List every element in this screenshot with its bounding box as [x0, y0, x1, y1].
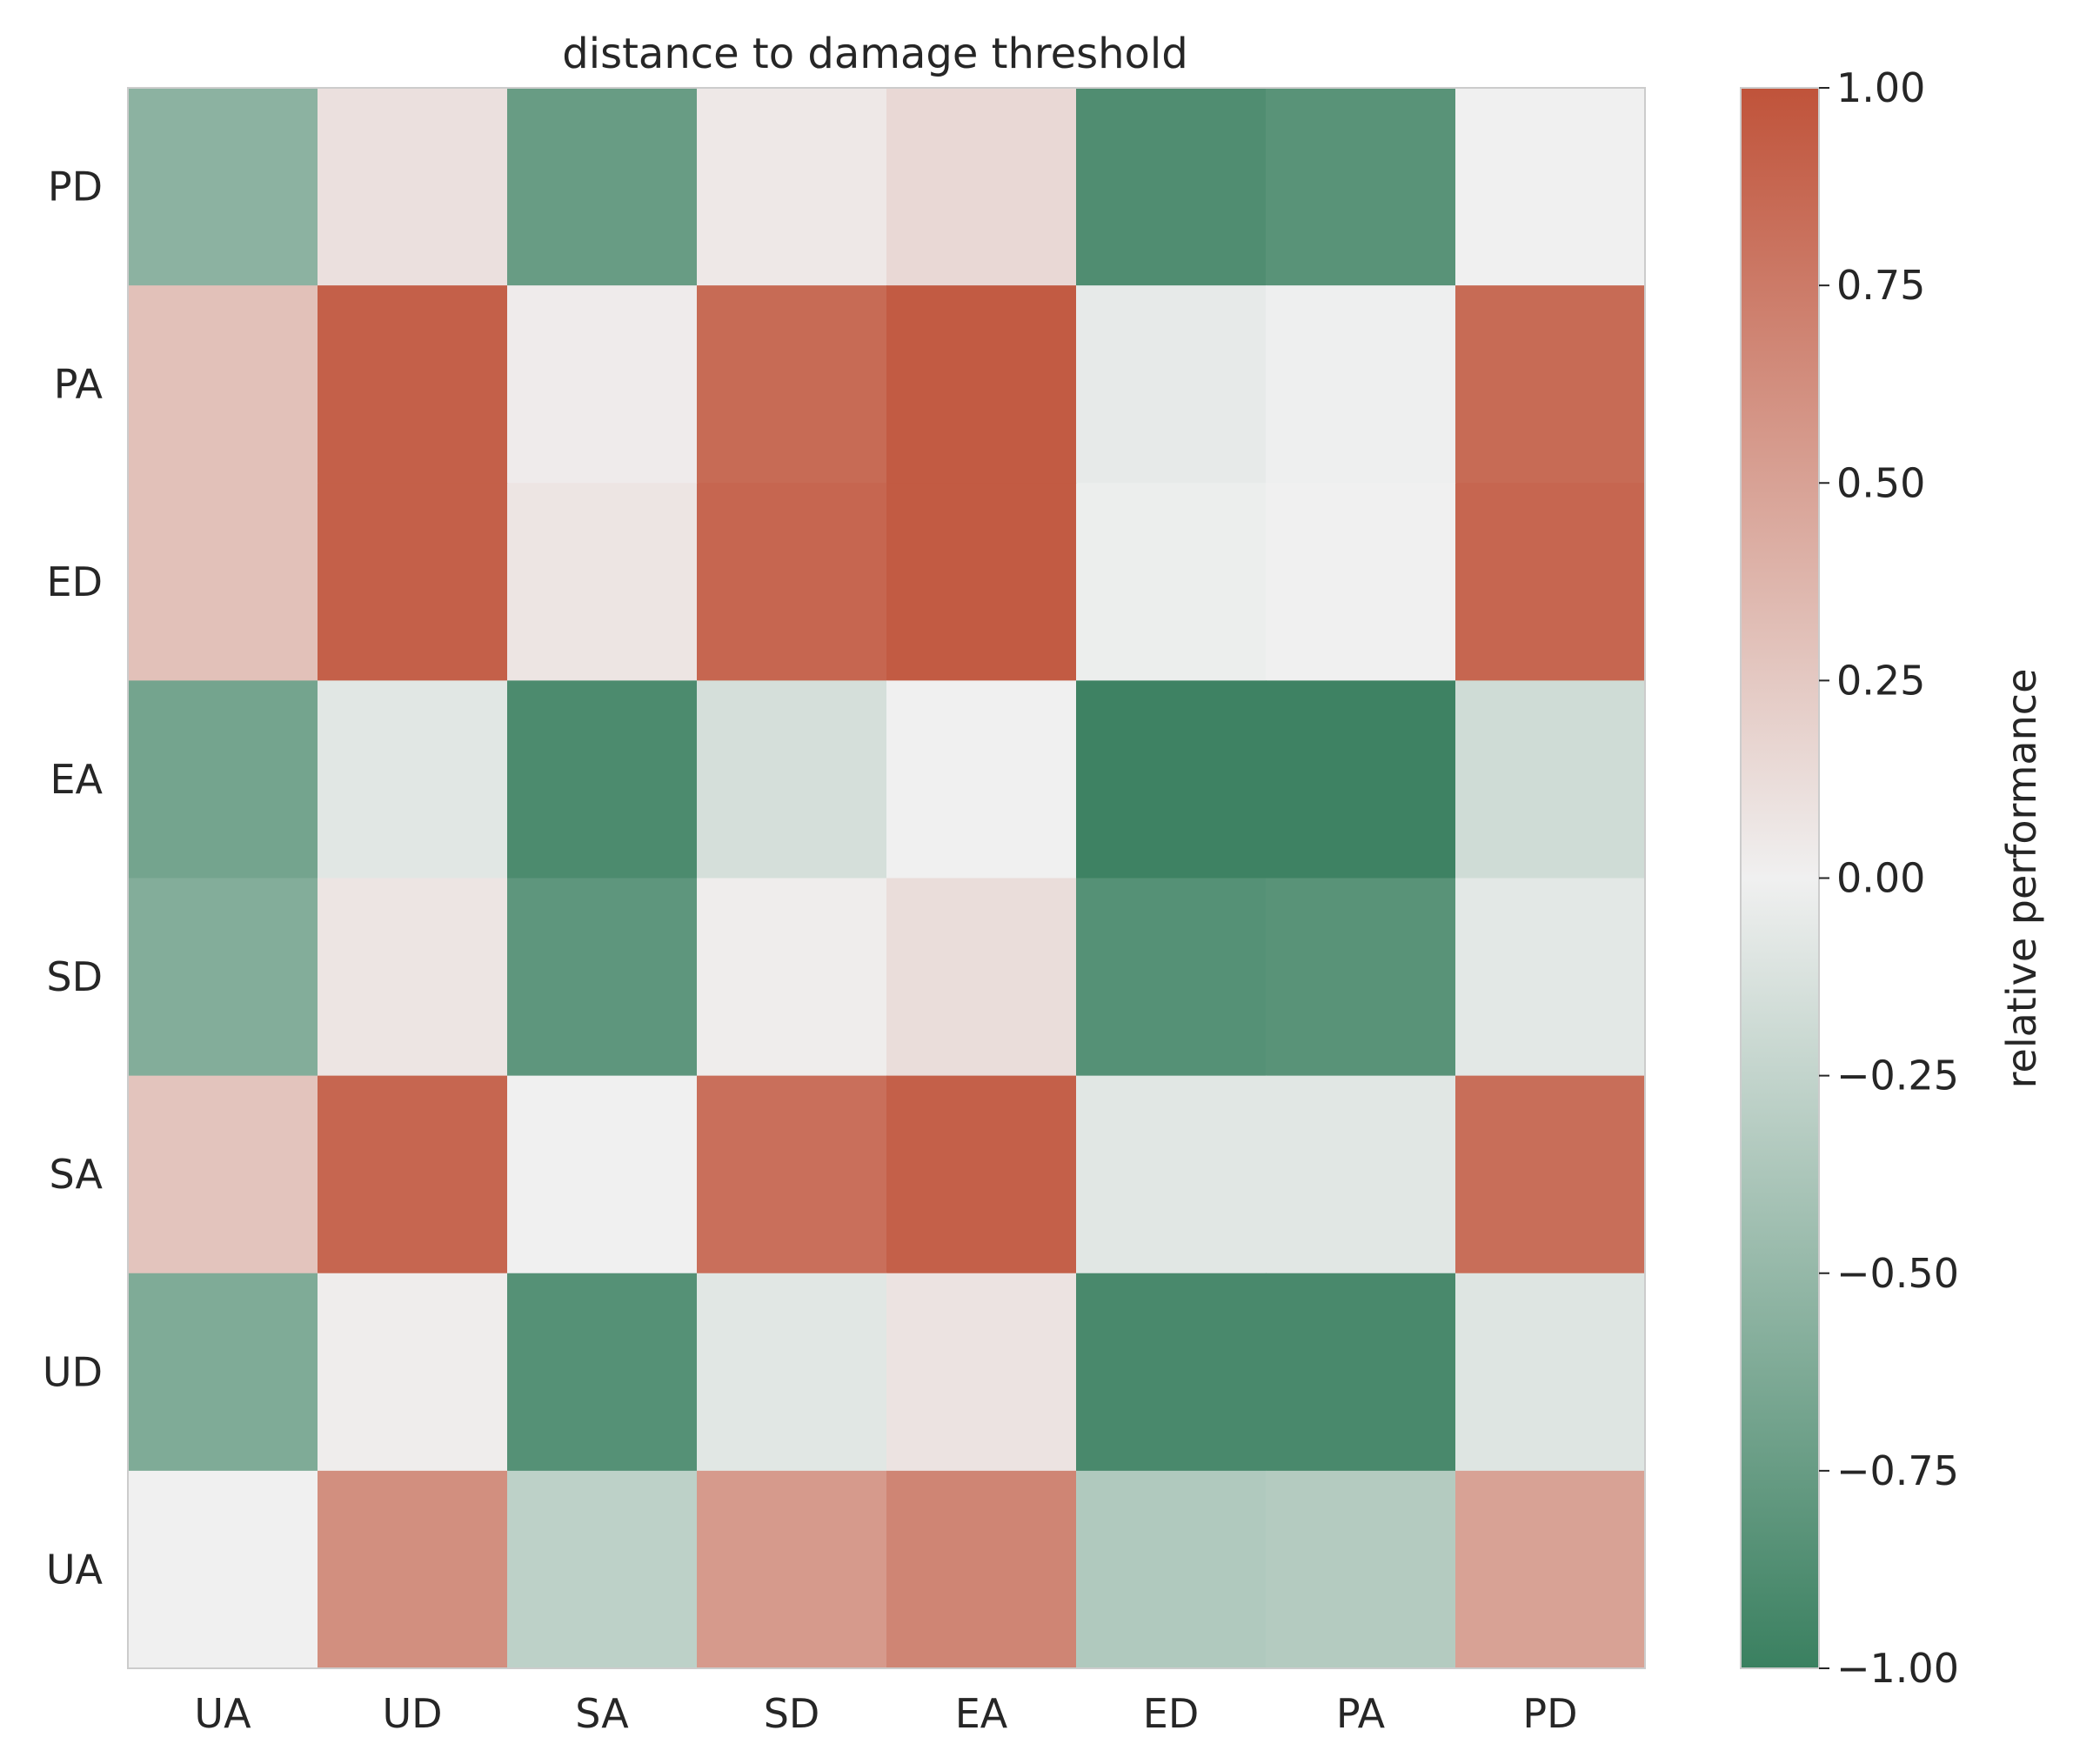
heatmap-cell-sa-sd: [697, 1075, 887, 1274]
x-tick-label: SD: [764, 1690, 820, 1737]
heatmap-cell-pa-ud: [318, 285, 508, 484]
heatmap-cell-ua-sa: [507, 1470, 698, 1669]
heatmap-cell-ud-sa: [507, 1273, 698, 1472]
y-tick-label: UD: [43, 1348, 103, 1395]
heatmap-cell-sd-ed: [1076, 878, 1267, 1077]
heatmap-cell-ua-ua: [128, 1470, 318, 1669]
heatmap-cell-ea-pd: [1455, 680, 1646, 879]
heatmap-cell-ud-pa: [1266, 1273, 1456, 1472]
heatmap-cell-ed-sd: [697, 483, 887, 681]
y-tick-label: EA: [50, 756, 103, 803]
chart-title: distance to damage threshold: [562, 30, 1187, 78]
heatmap-cells: [128, 88, 1646, 1669]
heatmap-cell-ea-sd: [697, 680, 887, 879]
heatmap-cell-sd-pa: [1266, 878, 1456, 1077]
heatmap-cell-pd-sd: [697, 88, 887, 286]
heatmap-cell-ud-ed: [1076, 1273, 1267, 1472]
heatmap-cell-ud-pd: [1455, 1273, 1646, 1472]
colorbar: [1740, 87, 1820, 1669]
heatmap-cell-ed-ed: [1076, 483, 1267, 681]
heatmap-cell-ud-ua: [128, 1273, 318, 1472]
heatmap-cell-pa-sd: [697, 285, 887, 484]
heatmap-cell-ea-ua: [128, 680, 318, 879]
heatmap-cell-pd-pa: [1266, 88, 1456, 286]
heatmap-cell-sd-pd: [1455, 878, 1646, 1077]
y-tick-label: UA: [46, 1546, 104, 1593]
colorbar-tick-label: 0.00: [1836, 855, 1925, 902]
heatmap-cell-pa-ea: [886, 285, 1077, 484]
y-axis-ticks: PD PA ED EA SD SA UD UA: [43, 164, 104, 1594]
heatmap-cell-pa-ed: [1076, 285, 1267, 484]
x-tick-label: UA: [194, 1690, 251, 1737]
heatmap-cell-ea-pa: [1266, 680, 1456, 879]
plot-frame: [127, 87, 1646, 1669]
heatmap-cell-sa-ed: [1076, 1075, 1267, 1274]
heatmap-cell-pd-ud: [318, 88, 508, 286]
x-tick-label: UD: [382, 1690, 442, 1737]
colorbar-ticks: 1.00 0.75 0.50 0.25 0.00 −0.25 −0.50 −0.75 −1.00: [1819, 64, 1959, 1692]
heatmap-cell-ud-sd: [697, 1273, 887, 1472]
x-axis-ticks: UA UD SA SD EA ED PA PD: [194, 1690, 1577, 1737]
x-tick-label: SA: [575, 1690, 629, 1737]
colorbar-tick-label: 0.50: [1836, 459, 1925, 506]
colorbar-tick-label: 0.25: [1836, 657, 1925, 704]
heatmap-cell-ed-ud: [318, 483, 508, 681]
heatmap-cell-ed-ea: [886, 483, 1077, 681]
heatmap-cell-sd-sd: [697, 878, 887, 1077]
heatmap-cell-sd-ua: [128, 878, 318, 1077]
colorbar-tick-label: −0.50: [1836, 1250, 1959, 1297]
colorbar-tick-label: 0.75: [1836, 262, 1925, 309]
heatmap-cell-ea-ed: [1076, 680, 1267, 879]
heatmap-cell-sa-pd: [1455, 1075, 1646, 1274]
heatmap-cell-sa-pa: [1266, 1075, 1456, 1274]
heatmap-cell-sa-ua: [128, 1075, 318, 1274]
heatmap-cell-ea-ud: [318, 680, 508, 879]
heatmap-cell-pa-ua: [128, 285, 318, 484]
y-tick-label: PA: [54, 361, 104, 408]
colorbar-tick-label: −0.75: [1836, 1447, 1959, 1494]
heatmap-cell-ud-ud: [318, 1273, 508, 1472]
x-tick-label: ED: [1143, 1690, 1200, 1737]
heatmap-cell-pa-sa: [507, 285, 698, 484]
heatmap-cell-pd-ea: [886, 88, 1077, 286]
colorbar-tick-label: 1.00: [1836, 64, 1925, 111]
x-tick-label: EA: [955, 1690, 1008, 1737]
heatmap-cell-pa-pa: [1266, 285, 1456, 484]
heatmap-cell-ua-ed: [1076, 1470, 1267, 1669]
heatmap-cell-sa-ea: [886, 1075, 1077, 1274]
y-tick-label: ED: [47, 558, 104, 605]
heatmap-cell-ed-sa: [507, 483, 698, 681]
heatmap-cell-sd-ea: [886, 878, 1077, 1077]
heatmap-cell-pa-pd: [1455, 285, 1646, 484]
heatmap-cell-sd-ud: [318, 878, 508, 1077]
heatmap-cell-ea-ea: [886, 680, 1077, 879]
heatmap-cell-ea-sa: [507, 680, 698, 879]
heatmap-cell-ua-ud: [318, 1470, 508, 1669]
y-tick-label: SD: [46, 953, 103, 1000]
heatmap-cell-pd-ed: [1076, 88, 1267, 286]
heatmap-cell-ua-sd: [697, 1470, 887, 1669]
colorbar-tick-label: −0.25: [1836, 1052, 1959, 1099]
heatmap-cell-sd-sa: [507, 878, 698, 1077]
y-tick-label: SA: [49, 1151, 103, 1198]
heatmap-cell-ud-ea: [886, 1273, 1077, 1472]
heatmap-cell-ua-ea: [886, 1470, 1077, 1669]
heatmap-cell-pd-sa: [507, 88, 698, 286]
y-tick-label: PD: [48, 164, 103, 210]
heatmap-cell-ua-pa: [1266, 1470, 1456, 1669]
heatmap-cell-pd-ua: [128, 88, 318, 286]
heatmap-cell-ed-pa: [1266, 483, 1456, 681]
heatmap-cell-ed-pd: [1455, 483, 1646, 681]
x-tick-label: PD: [1522, 1690, 1577, 1737]
heatmap-cell-sa-ud: [318, 1075, 508, 1274]
heatmap-cell-ed-ua: [128, 483, 318, 681]
heatmap-cell-pd-pd: [1455, 88, 1646, 286]
x-tick-label: PA: [1336, 1690, 1386, 1737]
colorbar-label: relative performance: [1998, 669, 2045, 1089]
colorbar-tick-label: −1.00: [1836, 1645, 1959, 1692]
heatmap-cell-ua-pd: [1455, 1470, 1646, 1669]
heatmap-cell-sa-sa: [507, 1075, 698, 1274]
